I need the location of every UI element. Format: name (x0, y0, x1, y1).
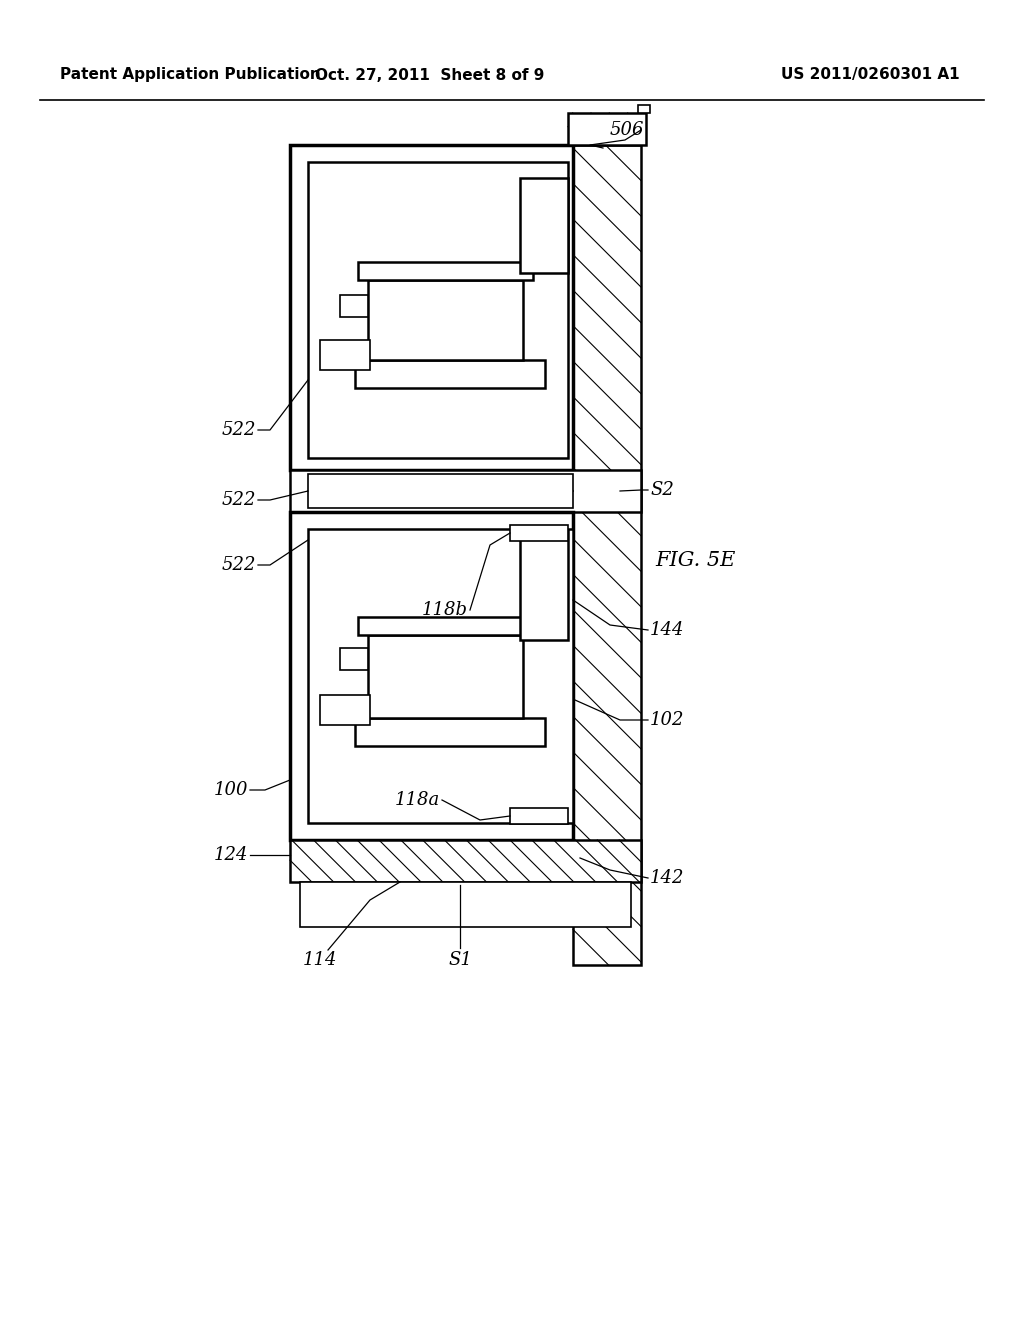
Bar (358, 616, 534, 635)
Bar (368, 635, 523, 718)
Text: S1: S1 (449, 950, 472, 969)
Text: 522: 522 (221, 421, 256, 440)
Bar (290, 145, 573, 470)
Text: 100: 100 (213, 781, 248, 799)
Bar (355, 360, 545, 388)
Bar (290, 512, 573, 840)
Text: 506: 506 (610, 121, 644, 139)
Text: Oct. 27, 2011  Sheet 8 of 9: Oct. 27, 2011 Sheet 8 of 9 (315, 67, 545, 82)
Bar (290, 840, 641, 882)
Bar (308, 474, 573, 508)
Bar (568, 114, 646, 145)
Text: 142: 142 (650, 869, 684, 887)
Text: 118b: 118b (422, 601, 468, 619)
Bar (520, 178, 568, 273)
Bar (368, 280, 523, 360)
Text: FIG. 5E: FIG. 5E (655, 550, 735, 569)
Bar (340, 648, 368, 671)
Bar (308, 529, 573, 822)
Bar (290, 470, 641, 512)
Bar (510, 808, 568, 824)
Text: 114: 114 (303, 950, 337, 969)
Bar (510, 525, 568, 541)
Text: 522: 522 (221, 556, 256, 574)
Bar (355, 718, 545, 746)
Text: US 2011/0260301 A1: US 2011/0260301 A1 (781, 67, 961, 82)
Bar (638, 106, 650, 114)
Bar (340, 294, 368, 317)
Bar (573, 145, 641, 965)
Bar (308, 162, 568, 458)
Bar (319, 696, 370, 725)
Text: 144: 144 (650, 620, 684, 639)
Text: 102: 102 (650, 711, 684, 729)
Text: 118a: 118a (394, 791, 440, 809)
Bar (300, 882, 631, 927)
Bar (358, 261, 534, 280)
Text: Patent Application Publication: Patent Application Publication (60, 67, 321, 82)
Text: 124: 124 (213, 846, 248, 865)
Text: 522: 522 (221, 491, 256, 510)
Text: S2: S2 (650, 480, 674, 499)
Bar (319, 341, 370, 370)
Bar (520, 531, 568, 640)
